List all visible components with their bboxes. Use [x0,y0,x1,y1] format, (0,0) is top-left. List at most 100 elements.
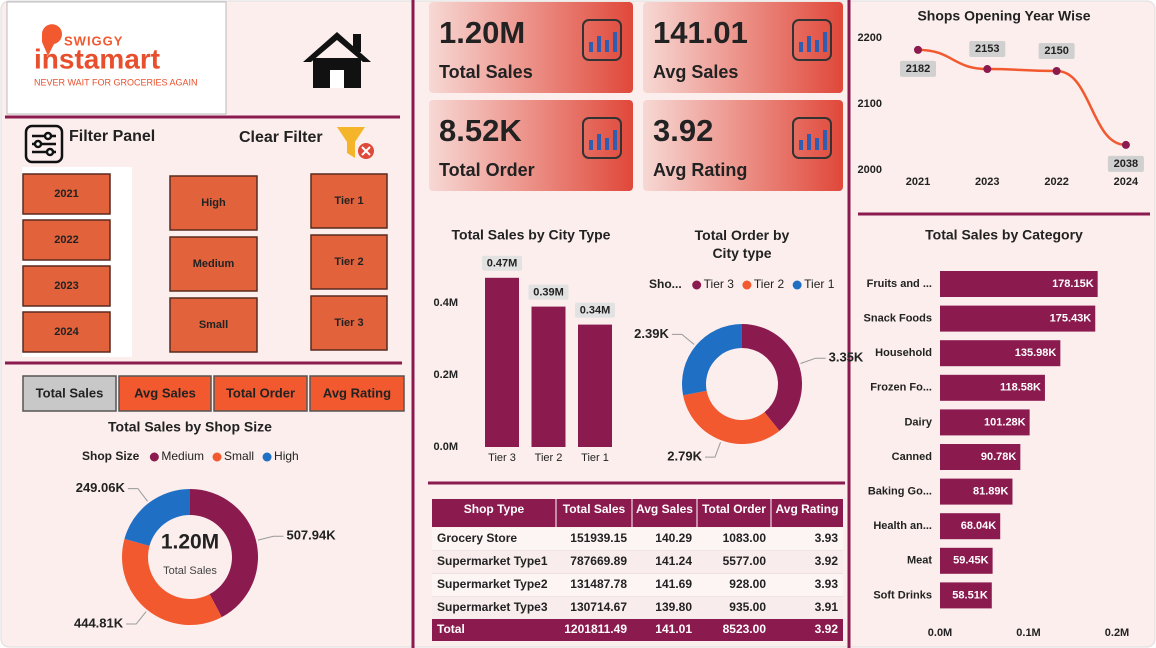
kpi-value: 141.01 [653,15,748,50]
bar[interactable] [940,513,1001,540]
y-tick-label: 0.2M [434,369,458,381]
year-button-label[interactable]: 2021 [54,188,78,200]
leader-line [126,611,147,625]
year-button-label[interactable]: 2022 [54,234,78,246]
bar[interactable] [940,305,1096,332]
chart-title: Total Sales by Category [925,227,1083,243]
label-badge [1107,155,1144,172]
tier-button[interactable] [310,173,388,229]
measure-button-label[interactable]: Total Order [226,385,295,400]
table-cell: 140.29 [655,531,692,545]
label-badge [575,302,615,318]
y-tick-label: Baking Go... [868,486,932,498]
data-label: 135.98K [1015,347,1057,359]
size-button-label[interactable]: Medium [193,258,235,270]
clear-filter-icon[interactable] [337,127,374,159]
chart-title: Total Order by City type [694,227,790,261]
tier-button-label[interactable]: Tier 3 [334,317,363,329]
table-cell: 141.01 [655,622,692,636]
bar[interactable] [531,306,566,447]
year-button[interactable] [22,265,111,307]
table-cell: 1083.00 [723,531,767,545]
kpi-icon [582,19,622,61]
donut-segment[interactable] [124,489,190,546]
bar[interactable] [940,478,1013,505]
point[interactable] [983,65,992,74]
bar[interactable] [940,582,992,609]
column-header: Total Order [702,502,766,516]
donut-segment[interactable] [682,324,742,396]
point[interactable] [1052,67,1061,75]
measure-button-label[interactable]: Total Sales [36,385,104,400]
tier-button-label[interactable]: Tier 2 [334,256,363,268]
table-cell: 8523.00 [723,622,767,636]
bar[interactable] [485,277,519,447]
point[interactable] [1121,140,1130,149]
donut-segment[interactable] [683,390,780,444]
table-cell: 3.93 [815,531,839,545]
clear-filter[interactable]: Clear Filter [239,129,323,146]
size-button-label[interactable]: Small [199,319,228,331]
kpi-value: 1.20M [439,15,525,50]
legend-label: High [274,449,299,463]
bar[interactable] [940,374,1045,401]
leader-line [800,357,826,364]
legend-title: Sho... [649,277,682,291]
kpi-label: Avg Sales [653,62,738,82]
y-tick-label: Soft Drinks [873,589,932,601]
bar[interactable] [940,271,1098,297]
size-button[interactable] [169,175,258,231]
table-cell: 141.24 [655,554,692,568]
bar[interactable] [940,340,1061,367]
size-button[interactable] [169,297,258,353]
donut-segment[interactable] [190,489,259,618]
x-tick-label: 2021 [906,176,930,188]
column-header: Avg Rating [776,502,839,516]
y-tick-label: Health an... [873,520,932,532]
y-tick-label: Meat [907,555,932,567]
data-label: 2182 [906,63,930,75]
donut-segment[interactable] [121,538,222,625]
label-badge [1038,43,1075,59]
tier-button[interactable] [310,295,388,351]
size-button-label[interactable]: High [201,197,226,209]
size-button[interactable] [169,236,258,292]
measure-button-label[interactable]: Avg Rating [323,385,391,400]
legend-label: Tier 2 [754,277,785,291]
line [917,48,1127,147]
point[interactable] [914,45,922,54]
year-button[interactable] [22,311,111,353]
legend-swatch [212,452,222,462]
tier-button[interactable] [310,234,388,290]
bar[interactable] [940,409,1030,436]
center-value: 1.20M [161,531,219,554]
measure-button[interactable] [118,375,212,412]
home-icon[interactable] [303,32,371,88]
data-label: 2038 [1114,158,1138,170]
year-button[interactable] [22,219,111,261]
x-tick-label: 0.0M [928,627,952,639]
measure-button[interactable] [213,375,308,412]
donut-segment[interactable] [742,324,803,431]
measure-button[interactable] [22,375,117,412]
table-total-row [432,619,843,641]
measure-button-label[interactable]: Avg Sales [134,385,196,400]
year-button-label[interactable]: 2024 [54,326,79,338]
data-label: 0.39M [533,287,564,299]
data-label: 444.81K [74,615,124,630]
kpi-card [429,2,633,93]
measure-button[interactable] [309,375,405,412]
tier-button-label[interactable]: Tier 1 [334,195,363,207]
bar[interactable] [578,324,612,447]
data-label: 0.34M [580,305,611,317]
bar[interactable] [940,444,1021,470]
table-row [432,597,843,620]
year-button-label[interactable]: 2023 [54,280,78,292]
kpi-icon [582,117,622,159]
data-label: 507.94K [286,528,336,543]
legend-swatch [149,452,159,462]
chart-title: Total Sales by City Type [452,227,611,243]
year-button[interactable] [22,173,111,215]
bar[interactable] [940,547,993,574]
column-header: Avg Sales [636,502,693,516]
